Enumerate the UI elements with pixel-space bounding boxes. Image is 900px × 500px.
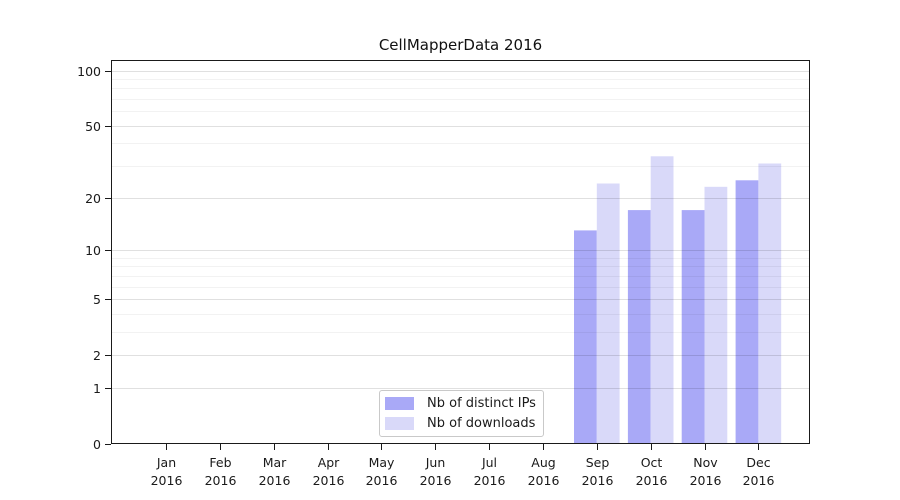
bar-dec-nb-of-downloads (758, 163, 782, 444)
x-tick-label-jul: Jul (481, 455, 497, 470)
x-tick-year-apr: 2016 (313, 473, 345, 488)
x-tick-label-sep: Sep (586, 455, 610, 470)
x-tick-label-jan: Jan (156, 455, 176, 470)
x-tick-year-mar: 2016 (259, 473, 291, 488)
bar-oct-nb-of-distinct-ips (627, 210, 651, 444)
legend-item-distinct-ips: Nb of distinct IPs (385, 396, 536, 411)
legend-label-distinct-ips: Nb of distinct IPs (427, 396, 536, 411)
bar-dec-nb-of-distinct-ips (735, 180, 759, 445)
x-tick-year-may: 2016 (366, 473, 398, 488)
y-tick-label-20: 20 (85, 191, 101, 206)
y-tick-label-1: 1 (93, 381, 101, 396)
y-tick-label-10: 10 (85, 243, 101, 258)
legend-label-downloads: Nb of downloads (427, 416, 536, 431)
x-tick-year-feb: 2016 (205, 473, 237, 488)
bar-oct-nb-of-downloads (650, 156, 674, 445)
bar-nov-nb-of-distinct-ips (681, 210, 705, 444)
x-tick-year-oct: 2016 (636, 473, 668, 488)
legend: Nb of distinct IPs Nb of downloads (379, 390, 544, 437)
x-tick-label-feb: Feb (209, 455, 231, 470)
x-tick-year-jul: 2016 (474, 473, 506, 488)
x-tick-label-nov: Nov (693, 455, 718, 470)
x-tick-year-jun: 2016 (420, 473, 452, 488)
legend-swatch-distinct-ips (385, 397, 414, 410)
legend-item-downloads: Nb of downloads (385, 417, 535, 430)
x-tick-year-sep: 2016 (582, 473, 614, 488)
x-tick-year-nov: 2016 (690, 473, 722, 488)
bar-nov-nb-of-downloads (704, 186, 728, 445)
bar-sep-nb-of-downloads (596, 183, 620, 444)
y-tick-label-50: 50 (85, 119, 101, 134)
legend-swatch-downloads (385, 417, 414, 430)
x-tick-label-jun: Jun (425, 455, 446, 470)
x-tick-label-apr: Apr (318, 455, 340, 470)
x-tick-label-dec: Dec (746, 455, 770, 470)
y-tick-label-100: 100 (77, 64, 101, 79)
x-tick-label-mar: Mar (263, 455, 287, 470)
x-tick-label-oct: Oct (641, 455, 663, 470)
y-tick-label-5: 5 (93, 292, 101, 307)
axes-frame (111, 60, 810, 444)
x-tick-label-may: May (369, 455, 395, 470)
bar-sep-nb-of-distinct-ips (574, 230, 597, 444)
x-tick-year-dec: 2016 (743, 473, 775, 488)
x-tick-label-aug: Aug (531, 455, 555, 470)
y-tick-label-2: 2 (93, 348, 101, 363)
x-tick-year-aug: 2016 (528, 473, 560, 488)
chart-title: CellMapperData 2016 (378, 36, 543, 54)
y-tick-label-0: 0 (93, 437, 101, 452)
x-tick-year-jan: 2016 (151, 473, 183, 488)
